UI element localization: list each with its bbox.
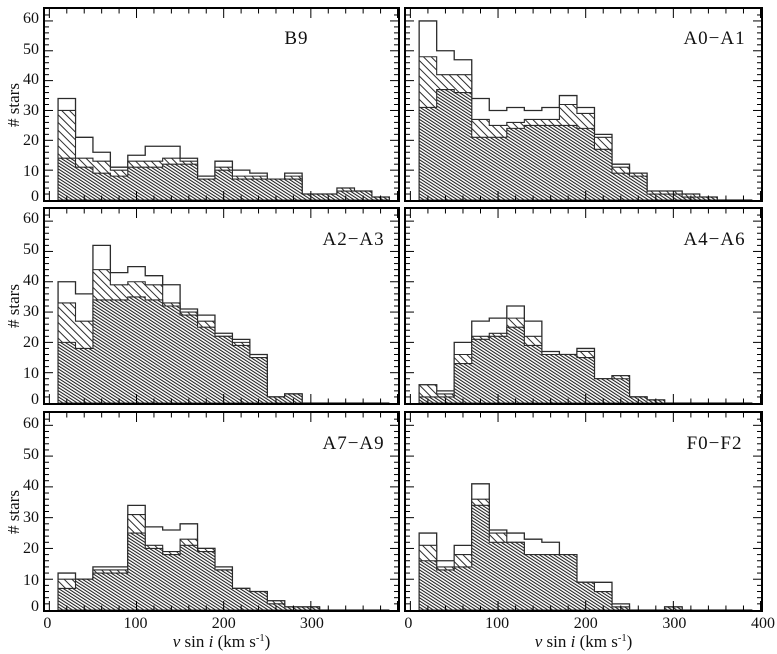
series-dense-hatched	[57, 157, 390, 200]
y-tick-label: 50	[23, 241, 39, 259]
axis-ticks	[45, 413, 398, 610]
x-axis-title-segment: v	[534, 632, 543, 651]
y-tick-label: 50	[23, 445, 39, 463]
x-tick-label: 100	[123, 615, 148, 632]
x-tick-label: 400	[751, 615, 775, 632]
x-axis-title: v sin i (km s-1)	[112, 632, 332, 652]
y-tick-label: 40	[23, 71, 39, 89]
y-tick-label: 30	[23, 101, 39, 119]
y-tick-label: 40	[23, 477, 39, 495]
x-axis-title-segment: sin	[180, 632, 209, 651]
x-tick-label: 300	[662, 615, 687, 632]
y-tick-label: 0	[31, 188, 39, 205]
panel-F0-F2	[404, 411, 763, 612]
y-axis-title: # stars	[4, 82, 23, 127]
panel-A7-A9	[43, 411, 400, 612]
x-axis-title-segment: -1	[255, 633, 265, 645]
x-tick-label: 200	[573, 615, 598, 632]
y-tick-label: 60	[23, 414, 39, 432]
axis-ticks	[45, 9, 398, 200]
series-dense-hatched	[57, 532, 390, 610]
series-dense-hatched	[57, 296, 390, 403]
y-axis-title: # stars	[4, 284, 23, 328]
x-tick-label: 0	[404, 615, 413, 632]
x-axis-title-segment: )	[264, 632, 271, 651]
y-tick-label: 60	[23, 210, 39, 228]
histogram-svg-B9	[45, 9, 398, 200]
y-tick-label: 10	[23, 365, 39, 383]
histogram-svg-A4-A6	[406, 209, 761, 403]
y-axis-title: # stars	[4, 489, 23, 534]
axis-ticks	[45, 209, 398, 403]
y-tick-label: 10	[23, 571, 39, 589]
y-tick-label: 40	[23, 272, 39, 290]
histogram-svg-A0-A1	[406, 9, 761, 200]
x-axis-title-segment: v	[172, 632, 181, 651]
x-axis-title-segment: sin	[542, 632, 571, 651]
axis-ticks	[406, 9, 761, 200]
x-axis-title-segment: )	[626, 632, 633, 651]
panel-B9	[43, 7, 400, 202]
x-axis-title-segment: i	[208, 632, 214, 651]
histogram-svg-A7-A9	[45, 413, 398, 610]
histogram-svg-F0-F2	[406, 413, 761, 610]
series-dense-hatched	[418, 326, 753, 403]
y-tick-label: 50	[23, 40, 39, 58]
panel-A4-A6	[404, 207, 763, 405]
x-tick-label: 200	[211, 615, 236, 632]
y-tick-label: 0	[31, 598, 39, 615]
y-tick-label: 30	[23, 508, 39, 526]
y-tick-label: 30	[23, 303, 39, 321]
panel-A2-A3	[43, 207, 400, 405]
panel-A0-A1	[404, 7, 763, 202]
axis-ticks	[406, 209, 761, 403]
x-axis-title: v sin i (km s-1)	[474, 632, 694, 652]
series-dense-hatched	[418, 504, 753, 610]
histogram-svg-A2-A3	[45, 209, 398, 403]
x-tick-label: 0	[43, 615, 52, 632]
x-axis-title-segment: -1	[617, 633, 627, 645]
x-axis-title-segment: (km s	[213, 632, 256, 651]
x-axis-title-segment: i	[570, 632, 576, 651]
y-tick-label: 20	[23, 334, 39, 352]
y-tick-label: 0	[31, 391, 39, 408]
series-dense-hatched	[418, 89, 753, 200]
x-tick-label: 100	[485, 615, 510, 632]
x-tick-label: 300	[299, 615, 324, 632]
axis-ticks	[406, 413, 761, 610]
y-tick-label: 60	[23, 10, 39, 28]
x-axis-title-segment: (km s	[575, 632, 618, 651]
y-tick-label: 20	[23, 540, 39, 558]
y-tick-label: 10	[23, 162, 39, 180]
y-tick-label: 20	[23, 132, 39, 150]
